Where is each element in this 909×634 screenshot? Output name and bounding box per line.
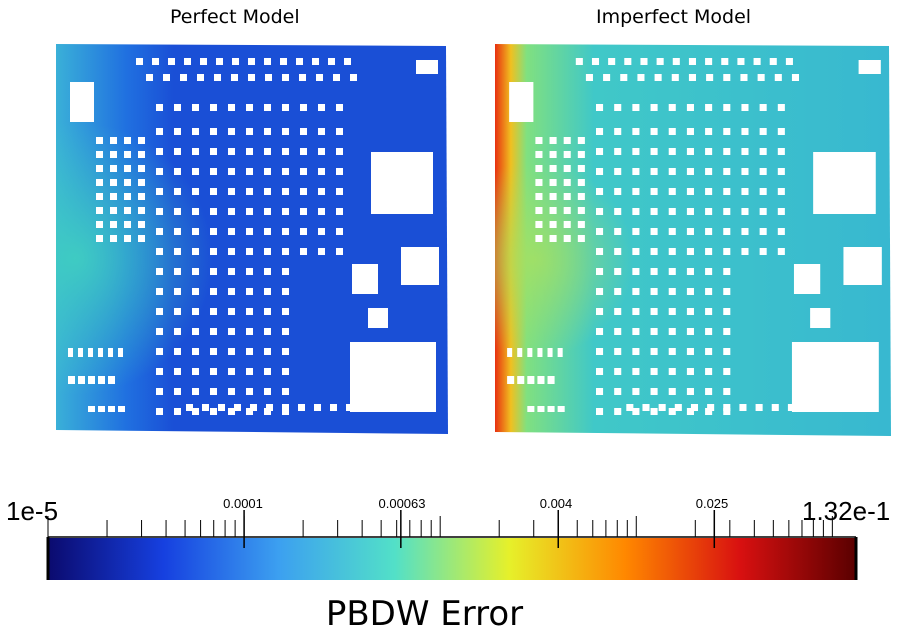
colorbar-gradient — [48, 538, 856, 580]
imperfect-model-error-map — [495, 44, 891, 436]
right-panel-title: Imperfect Model — [596, 6, 752, 28]
colorbar-min-label: 1e-5 — [6, 496, 59, 526]
left-panel-title: Perfect Model — [170, 6, 300, 28]
colorbar-max-label: 1.32e-1 — [802, 496, 891, 526]
colorbar-tick-label: 0.0001 — [223, 496, 263, 511]
caption: PBDW Error — [325, 594, 524, 634]
colorbar-tick-label: 0.00063 — [378, 496, 426, 511]
colorbar-tick-label: 0.004 — [539, 496, 573, 511]
perfect-model-error-map — [56, 44, 448, 434]
colorbar — [46, 510, 858, 580]
colorbar-tick-label: 0.025 — [695, 496, 729, 511]
